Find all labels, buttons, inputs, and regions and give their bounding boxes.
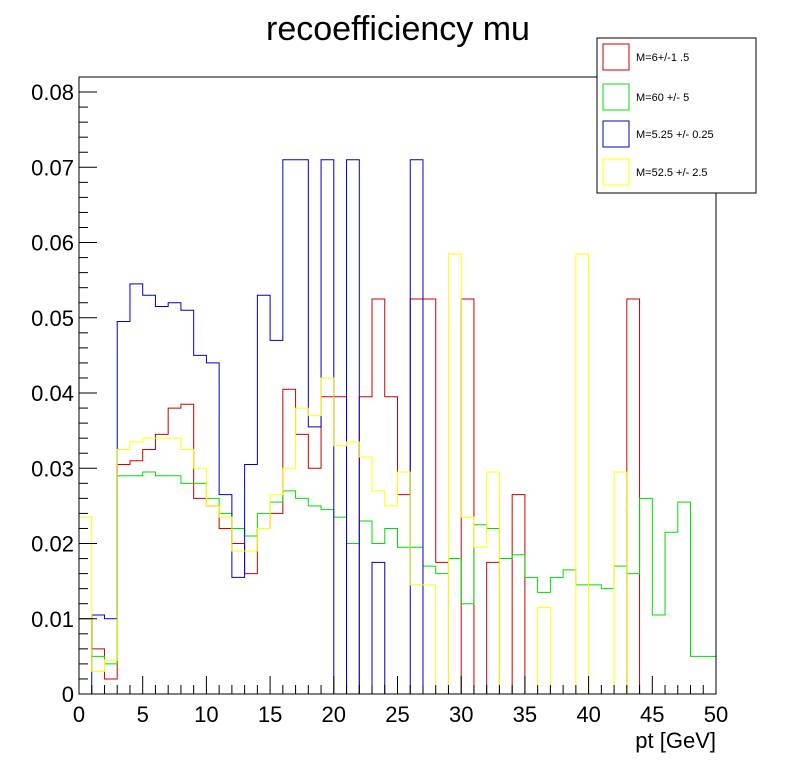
axes-layer: 0 5 10 15 20 25 30 35 40 45 50 0 0.01 0.02 0.03 0.04 0.0… [31, 80, 728, 727]
x-tick-label: 25 [385, 702, 409, 727]
legend-label-2: M=60 +/- 5 [636, 92, 689, 104]
legend-label-3: M=5.25 +/- 0.25 [636, 129, 714, 141]
y-tick-label: 0.05 [31, 306, 74, 331]
legend-box [596, 37, 757, 194]
y-tick-label: 0.08 [31, 80, 74, 105]
series-layer [79, 159, 716, 695]
legend-swatch-1 [602, 43, 630, 71]
y-tick-label: 0.07 [31, 155, 74, 180]
y-tick-label: 0 [62, 682, 74, 707]
legend-swatch-4 [602, 158, 630, 186]
legend: M=6+/-1 .5 M=60 +/- 5 M=5.25 +/- 0.25 M=52.… [596, 37, 757, 194]
chart-title: recoefficiency mu [266, 10, 530, 48]
legend-swatch-2 [602, 83, 630, 111]
y-tick-label: 0.01 [31, 607, 74, 632]
legend-label-4: M=52.5 +/- 2.5 [636, 167, 708, 179]
legend-label-1: M=6+/-1 .5 [636, 52, 689, 64]
x-tick-label: 40 [576, 702, 600, 727]
y-tick-label: 0.06 [31, 231, 74, 256]
y-tick-label: 0.04 [31, 381, 74, 406]
series-line-2 [79, 471, 716, 665]
x-tick-label: 15 [258, 702, 282, 727]
x-tick-label: 20 [322, 702, 346, 727]
x-tick-label: 0 [73, 702, 85, 727]
x-tick-label: 5 [137, 702, 149, 727]
y-tick-label: 0.03 [31, 456, 74, 481]
legend-swatch-3 [602, 120, 630, 148]
x-tick-label: 45 [640, 702, 664, 727]
x-tick-label: 35 [513, 702, 537, 727]
y-tick-label: 0.02 [31, 532, 74, 557]
x-axis-title: pt [GeV] [635, 728, 716, 753]
series-line-4 [79, 253, 716, 695]
x-tick-label: 10 [194, 702, 218, 727]
x-tick-label: 50 [704, 702, 728, 727]
x-tick-label: 30 [449, 702, 473, 727]
